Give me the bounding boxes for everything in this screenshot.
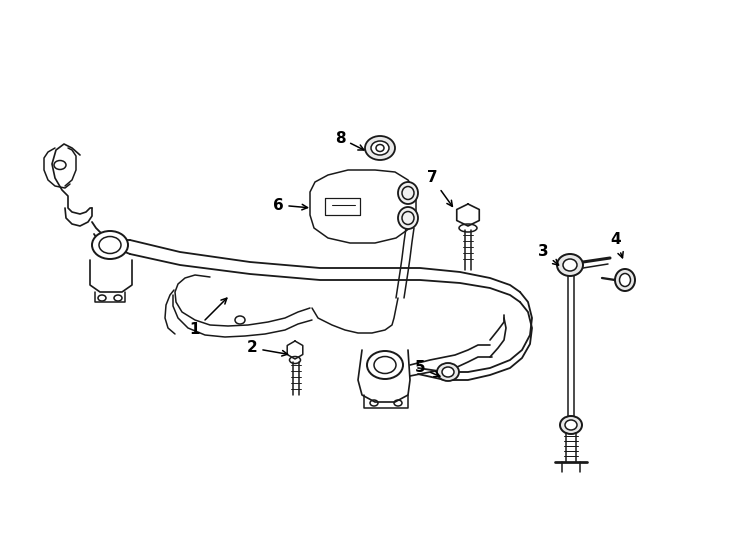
- Text: 7: 7: [426, 171, 452, 206]
- Ellipse shape: [92, 231, 128, 259]
- Ellipse shape: [398, 207, 418, 229]
- Ellipse shape: [615, 269, 635, 291]
- Ellipse shape: [365, 136, 395, 160]
- Ellipse shape: [367, 351, 403, 379]
- Ellipse shape: [563, 259, 577, 271]
- Ellipse shape: [560, 416, 582, 434]
- Ellipse shape: [442, 367, 454, 377]
- Text: 3: 3: [538, 245, 559, 265]
- Ellipse shape: [371, 141, 389, 155]
- Ellipse shape: [619, 273, 631, 287]
- Text: 2: 2: [247, 341, 288, 356]
- Text: 1: 1: [190, 298, 227, 338]
- Text: 4: 4: [611, 233, 623, 258]
- Text: 8: 8: [335, 131, 364, 150]
- Text: 5: 5: [415, 361, 440, 377]
- Text: 6: 6: [272, 198, 308, 213]
- Ellipse shape: [437, 363, 459, 381]
- Ellipse shape: [565, 420, 577, 430]
- Ellipse shape: [557, 254, 583, 276]
- Ellipse shape: [398, 182, 418, 204]
- Polygon shape: [310, 170, 416, 243]
